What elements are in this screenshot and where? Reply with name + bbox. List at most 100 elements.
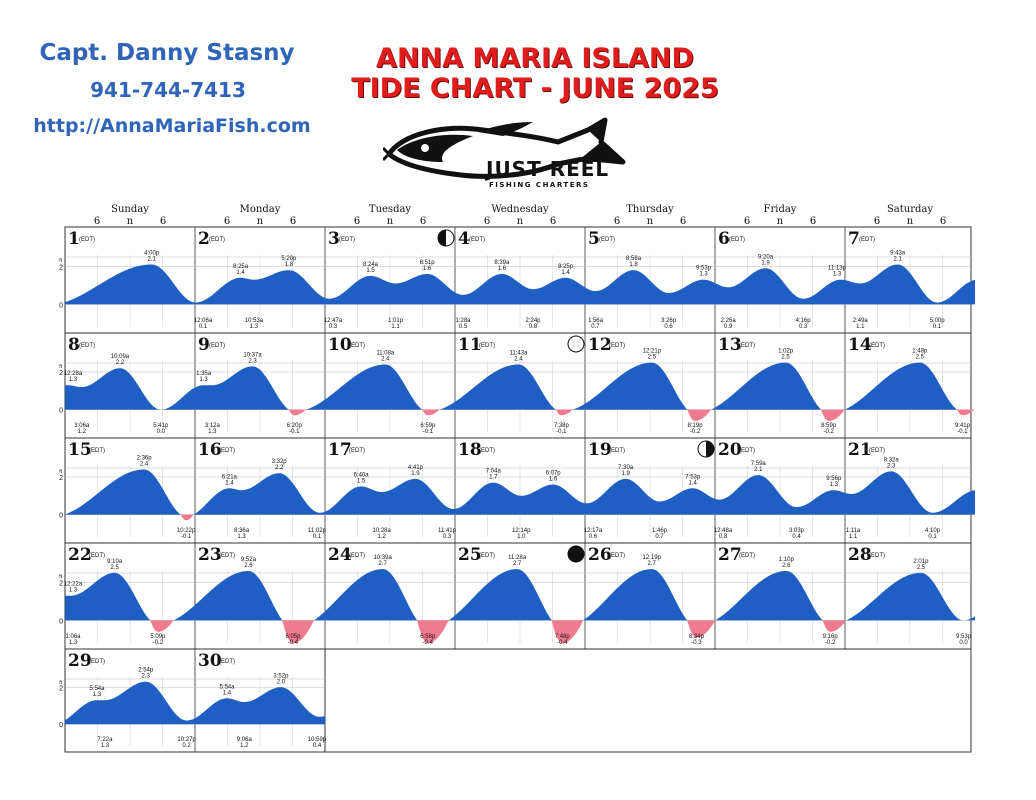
logo-subtext: FISHING CHARTERS bbox=[489, 181, 590, 189]
y-tick-label: 0 bbox=[59, 408, 63, 415]
low-tide-time: 1:56a bbox=[588, 318, 604, 324]
weekday-monday: Monday bbox=[239, 204, 281, 215]
high-tide-height: 1.4 bbox=[236, 270, 245, 276]
hour-tick: n bbox=[776, 216, 784, 227]
day-number: 27 bbox=[718, 545, 742, 565]
timezone-label: (EDT) bbox=[599, 237, 615, 243]
low-tide-time: 6:59p bbox=[420, 423, 436, 429]
timezone-label: (EDT) bbox=[479, 448, 495, 454]
hour-tick: 6 bbox=[289, 216, 297, 227]
low-tide-height: -0.2 bbox=[153, 640, 164, 646]
high-tide-time: 6:07p bbox=[546, 471, 562, 477]
day-number: 19 bbox=[588, 440, 612, 460]
timezone-label: (EDT) bbox=[739, 343, 755, 349]
low-tide-height: 0.1 bbox=[313, 534, 322, 540]
low-tide-time: 12:14p bbox=[512, 528, 531, 534]
low-tide-height: 1.2 bbox=[378, 534, 387, 540]
high-tide-time: 9:53p bbox=[696, 266, 712, 272]
low-tide-time: 8:36a bbox=[234, 528, 250, 534]
y-tick-label: 2 bbox=[59, 264, 63, 271]
high-tide-height: 1.9 bbox=[621, 471, 630, 477]
timezone-label: (EDT) bbox=[479, 343, 495, 349]
low-tide-height: 1.2 bbox=[240, 743, 249, 749]
high-tide-height: 2.5 bbox=[781, 355, 790, 361]
hour-tick: 6 bbox=[873, 216, 881, 227]
hour-tick: n bbox=[646, 216, 654, 227]
timezone-label: (EDT) bbox=[209, 343, 225, 349]
low-tide-time: 10:53a bbox=[245, 318, 264, 324]
y-tick-label: 2 bbox=[59, 370, 63, 377]
day-number: 24 bbox=[328, 545, 352, 565]
high-tide-height: 1.4 bbox=[225, 480, 234, 486]
low-tide-height: 0.2 bbox=[182, 743, 191, 749]
page-title: ANNA MARIA ISLAND TIDE CHART - JUNE 2025 bbox=[330, 44, 740, 104]
timezone-label: (EDT) bbox=[219, 659, 235, 665]
low-tide-height: 0.1 bbox=[933, 324, 942, 330]
y-tick-label: 0 bbox=[59, 722, 63, 729]
high-tide-height: 2.1 bbox=[147, 256, 156, 262]
timezone-label: (EDT) bbox=[739, 448, 755, 454]
high-tide-height: 2.6 bbox=[244, 563, 253, 569]
high-tide-height: 2.7 bbox=[379, 561, 388, 567]
hour-tick: 6 bbox=[613, 216, 621, 227]
timezone-label: (EDT) bbox=[89, 553, 105, 559]
high-tide-time: 9:10a bbox=[107, 559, 123, 565]
weekday-saturday: Saturday bbox=[886, 204, 934, 215]
hour-tick: n bbox=[126, 216, 134, 227]
low-tide-height: 1.3 bbox=[250, 324, 259, 330]
day-number: 26 bbox=[588, 545, 612, 565]
day-number: 14 bbox=[848, 335, 872, 355]
weekday-sunday: Sunday bbox=[111, 204, 149, 215]
high-tide-time: 4:41p bbox=[408, 465, 424, 471]
high-tide-height: 2.5 bbox=[648, 355, 657, 361]
high-tide-time: 12:19p bbox=[643, 555, 662, 561]
high-tide-time: 1:02p bbox=[778, 349, 794, 355]
low-tide-height: 0.0 bbox=[959, 640, 968, 646]
phone-number: 941-744-7413 bbox=[90, 78, 246, 102]
low-tide-time: 5:00p bbox=[930, 318, 946, 324]
high-tide-height: 2.7 bbox=[513, 561, 522, 567]
low-tide-time: 5:09p bbox=[150, 634, 166, 640]
low-tide-height: 0.3 bbox=[329, 324, 338, 330]
low-tide-time: 1:11a bbox=[846, 528, 861, 534]
y-tick-label: 0 bbox=[59, 302, 63, 309]
high-tide-time: 10:09a bbox=[111, 354, 130, 360]
low-tide-time: 3:26p bbox=[661, 318, 677, 324]
low-tide-time: 9:16p bbox=[823, 634, 839, 640]
weekday-tuesday: Tuesday bbox=[368, 204, 412, 215]
hour-tick: 6 bbox=[159, 216, 167, 227]
low-tide-height: -0.2 bbox=[823, 429, 834, 435]
timezone-label: (EDT) bbox=[209, 237, 225, 243]
high-tide-time: 8:32a bbox=[884, 457, 900, 463]
hour-tick: 6 bbox=[353, 216, 361, 227]
timezone-label: (EDT) bbox=[729, 237, 745, 243]
low-tide-time: 5:41p bbox=[153, 423, 169, 429]
low-tide-time: 2:24p bbox=[525, 318, 541, 324]
low-tide-height: 0.0 bbox=[157, 429, 166, 435]
high-tide-height: 2.0 bbox=[277, 679, 286, 685]
low-tide-time: 6:20p bbox=[287, 423, 303, 429]
low-tide-time: 1:28a bbox=[455, 318, 471, 324]
low-tide-height: 0.1 bbox=[928, 534, 937, 540]
timezone-label: (EDT) bbox=[469, 237, 485, 243]
high-tide-time: 5:20p bbox=[281, 256, 297, 262]
empty-cells-frame bbox=[64, 648, 972, 753]
low-tide-time: 11:41p bbox=[438, 528, 457, 534]
weekday-wednesday: Wednesday bbox=[491, 204, 549, 215]
high-tide-height: 1.4 bbox=[561, 270, 570, 276]
high-tide-height: 2.5 bbox=[917, 565, 926, 571]
high-tide-time: 7:30a bbox=[618, 465, 634, 471]
timezone-label: (EDT) bbox=[609, 448, 625, 454]
high-tide-height: 1.8 bbox=[629, 262, 638, 268]
tide-curve-area bbox=[65, 362, 975, 410]
hour-tick: 6 bbox=[743, 216, 751, 227]
day-number: 21 bbox=[848, 440, 872, 460]
day-number: 1 bbox=[68, 229, 80, 249]
website-link[interactable]: http://AnnaMariaFish.com bbox=[33, 115, 311, 137]
low-tide-height: 1.1 bbox=[391, 324, 400, 330]
tide-curve-area bbox=[65, 569, 975, 621]
low-tide-time: 3:12a bbox=[205, 423, 221, 429]
hour-tick: n bbox=[906, 216, 914, 227]
low-tide-time: 2:49a bbox=[853, 318, 869, 324]
high-tide-height: 2.2 bbox=[275, 465, 284, 471]
